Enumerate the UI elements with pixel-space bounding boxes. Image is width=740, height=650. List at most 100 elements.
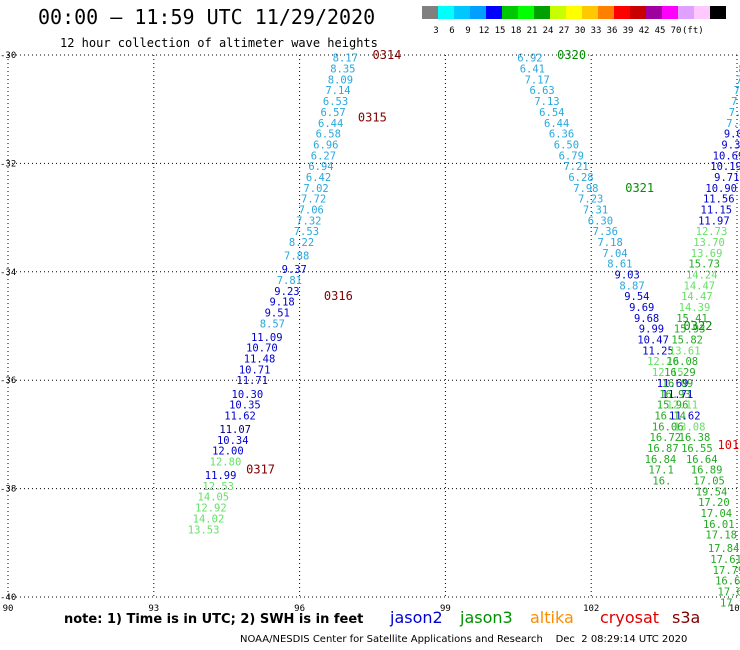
wave-height-value: 8.09 [328,74,353,86]
y-tick-label: -38 [0,485,16,495]
wave-height-value: 7.06 [299,204,324,216]
wave-height-value: 6.79 [559,150,584,162]
wave-height-value: 11.62 [669,410,701,422]
wave-height-value: 17.05 [693,475,725,487]
legend-tick-label: 36 [606,26,618,36]
wave-height-value: 16.72 [650,432,682,444]
wave-height-value: 11.56 [703,194,735,206]
legend-tick-label: 6 [449,26,455,36]
wave-height-value: 6.94 [308,161,333,173]
wave-height-value: 7.32 [296,215,321,227]
wave-height-value: 10.47 [637,335,669,347]
wave-height-value: 9.30 [721,139,740,151]
wave-height-value: 11.62 [224,410,256,422]
wave-height-value: 10.70 [246,343,278,355]
wave-height-value: 7.17 [525,74,550,86]
x-tick-label: 93 [148,604,159,614]
wave-height-value: 6.30 [588,215,613,227]
wave-height-value: 7.02 [303,183,328,195]
wave-height-value: 6.92 [517,53,542,65]
legend-tick-label: 33 [590,26,602,36]
wave-height-value: 10.35 [229,400,261,412]
legend-tick-label: 39 [622,26,634,36]
wave-height-value: 11.97 [698,215,730,227]
wave-height-value: 8.35 [330,64,355,76]
wave-height-value: 9.03 [615,270,640,282]
legend-tick-label: 24 [542,26,554,36]
wave-height-value: 7.67 [729,107,740,119]
x-tick-label: 102 [583,604,599,614]
pass-time-label: 0320 [557,48,586,62]
wave-height-value: 16.38 [679,432,711,444]
legend-swatch [662,6,678,19]
legend-tick-label: 70 [670,26,682,36]
pass-time-label: 0314 [373,48,402,62]
wave-height-value: 16.93 [659,389,691,401]
wave-height-value: 16.84 [645,454,677,466]
wave-height-value: 6.63 [529,85,554,97]
wave-height-value: 11.99 [205,470,237,482]
pass-time-label: 0315 [358,110,387,124]
wave-height-value: 8.57 [260,318,285,330]
wave-height-value: 13.08 [674,421,706,433]
wave-height-value: 6.57 [320,107,345,119]
wave-height-value: 8.52 [738,64,740,76]
legend-swatch [518,6,534,19]
y-tick-label: -30 [0,51,16,61]
wave-height-value: 7.72 [301,194,326,206]
wave-height-value: 10.90 [705,183,737,195]
wave-height-value: 16.62 [715,576,740,588]
wave-height-value: 7.67 [734,85,740,97]
wave-height-value: 7.31 [583,204,608,216]
legend-swatch [614,6,630,19]
legend-tick-label: 18 [510,26,522,36]
wave-height-value: 11.09 [251,332,283,344]
wave-height-value: 6.44 [318,118,343,130]
legend-swatch [582,6,598,19]
legend-tick-label: 9 [465,26,471,36]
wave-height-value: 9.18 [269,297,294,309]
legend-swatch [438,6,454,19]
legend-swatch [486,6,502,19]
wave-height-value: 7.04 [602,248,627,260]
wave-height-value: 6.50 [554,139,579,151]
y-tick-label: -36 [0,376,16,386]
wave-height-value: 12.15 [652,367,684,379]
wave-height-value: 6.41 [520,64,545,76]
wave-height-value: 13.61 [669,345,701,357]
wave-height-value: 15.82 [671,335,703,347]
wave-height-value: 11.69 [657,378,689,390]
wave-height-value: 8.17 [333,53,358,65]
satellite-jason2: jason2 [390,608,443,627]
wave-height-value: 15.93 [674,324,706,336]
wave-height-value: 17.61 [718,587,740,599]
wave-height-value: 8.61 [607,259,632,271]
wave-height-value: 7.91 [736,74,740,86]
wave-height-value: 13.69 [691,248,723,260]
wave-height-value: 7.88 [284,251,309,263]
wave-height-value: 12.00 [212,446,244,458]
legend-swatch [598,6,614,19]
wave-height-value: 16.64 [686,454,718,466]
wave-height-value: 10.19 [710,161,740,173]
wave-height-value: 6.27 [311,150,336,162]
wave-height-value: 9.71 [714,172,739,184]
wave-height-value: 14.02 [193,513,225,525]
legend-swatch [710,6,726,19]
legend-swatch [550,6,566,19]
wave-height-value: 17.20 [698,497,730,509]
pass-time-label: 0322 [684,319,713,333]
pass-time-label: 1018 [718,438,740,452]
wave-height-value: 6.36 [549,129,574,141]
legend-tick-label: (ft) [682,26,704,36]
pass-time-label: 0321 [625,181,654,195]
wave-height-value: 7.23 [578,194,603,206]
wave-height-value: 10.71 [239,364,271,376]
wave-height-value: 16. [652,475,671,487]
wave-height-value: 6.58 [316,129,341,141]
wave-height-value: 7.36 [593,226,618,238]
satellite-altika: altika [530,608,574,627]
wave-height-value: 7.13 [534,96,559,108]
wave-height-value: 9.51 [265,307,290,319]
wave-height-value: 6.42 [306,172,331,184]
